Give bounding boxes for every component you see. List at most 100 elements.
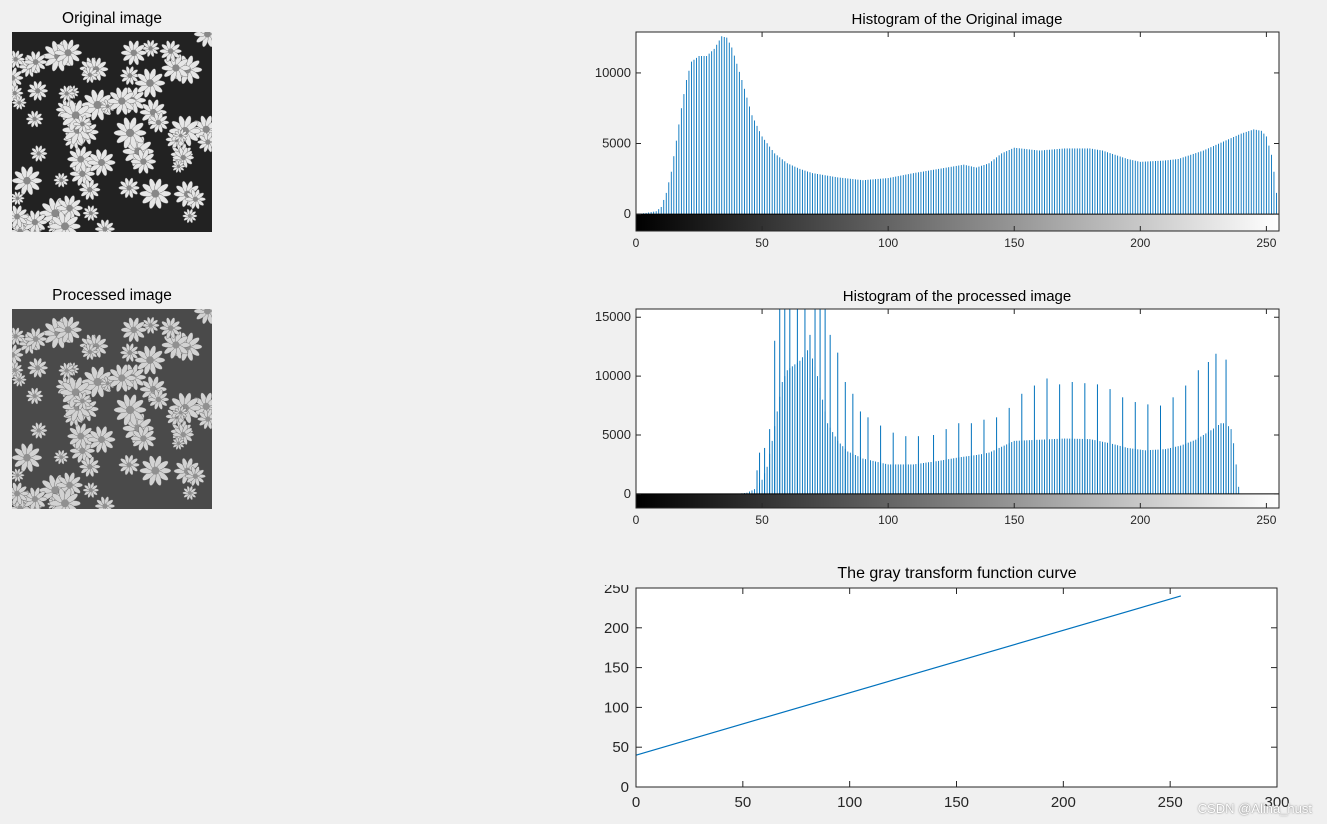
daisy-center [130,326,138,334]
daisy-center [97,159,106,167]
daisy-flower [172,147,195,168]
daisy-flower [82,205,99,221]
daisy-flower [30,145,48,162]
daisy-center [118,97,126,105]
daisy-center [31,219,39,226]
daisy-center [66,204,73,212]
plot-area [636,32,1279,231]
daisy-flower [182,485,198,501]
daisy-center [204,32,211,38]
daisy-flower [79,456,101,477]
daisy-center [148,323,153,328]
daisy-flower [147,389,170,410]
daisy-center [97,436,106,444]
daisy-center [151,466,160,475]
processed-image [12,309,212,509]
daisy-flower [120,66,140,85]
daisy-center [192,196,199,202]
x-tick-label: 300 [1264,794,1289,811]
daisy-flower [24,51,48,73]
daisy-center [140,158,147,165]
daisy-flower [139,455,172,486]
daisy-flower [56,195,83,221]
daisy-flower [118,177,140,199]
daisy-flower [193,32,212,48]
daisy-center [17,100,22,105]
daisy-center [61,222,69,231]
daisy-center [167,325,174,331]
daisy-flower [12,443,43,473]
daisy-flower [12,327,25,346]
daisy-center [155,396,162,403]
x-tick-label: 150 [1004,513,1024,527]
daisy-center [93,100,102,110]
daisy-center [36,428,41,433]
daisy-center [32,393,37,399]
watermark-text: CSDN @Alina_hust [1197,801,1312,816]
daisy-center [105,104,110,109]
y-tick-label: 150 [604,660,629,677]
daisy-center [105,381,110,386]
x-tick-label: 150 [944,794,969,811]
daisy-center [51,209,60,218]
daisy-center [12,352,16,358]
daisy-flower [107,364,137,392]
daisy-flower [173,405,188,420]
daisy-center [176,164,181,169]
daisy-flower [72,391,92,411]
daisy-flower [24,328,48,350]
daisy-flower [12,166,43,196]
daisy-flower [79,179,101,200]
daisy-center [146,356,154,364]
daisy-flower [120,317,147,343]
daisy-flower [113,394,147,426]
y-tick-label: 10000 [595,368,631,383]
daisy-flower [49,211,81,232]
daisy-flower [67,146,95,173]
daisy-flower [159,40,182,62]
hist-original-chart: 0 50 100 150 200 250 0 5000 10000 [595,31,1280,250]
x-tick-label: 100 [878,236,898,250]
daisy-flower [185,189,206,210]
x-tick-label: 50 [734,794,751,811]
daisy-center [205,416,211,422]
daisy-flower [94,219,115,232]
daisy-center [64,368,69,373]
daisy-flower [12,361,24,379]
daisy-center [126,462,132,468]
daisy-center [17,228,23,232]
axes-box [635,308,1280,509]
plot-area [636,588,1277,787]
daisy-center [172,341,180,349]
y-tick-label: 10000 [595,65,631,80]
daisy-center [23,453,31,462]
y-tick-label: 0 [621,779,629,796]
x-tick-label: 0 [633,236,640,250]
x-tick-label: 200 [1130,236,1150,250]
daisy-center [71,388,80,397]
daisy-center [202,125,210,134]
daisy-flower [72,114,92,134]
daisy-center [15,196,20,200]
daisy-flower [27,357,49,378]
y-tick-label: 200 [604,620,629,637]
daisy-center [87,349,93,354]
x-tick-label: 150 [1004,236,1024,250]
daisy-center [12,75,16,81]
daisy-center [23,176,31,185]
daisy-center [202,402,210,411]
daisy-center [87,463,93,470]
daisy-center [88,211,93,216]
daisy-center [93,377,102,387]
daisy-center [180,154,186,161]
daisy-center [13,56,18,62]
transform-curve-title: The gray transform function curve [837,565,1077,582]
daisy-center [64,91,69,96]
daisy-center [102,226,108,232]
hist-original-title: Histogram of the Original image [851,11,1063,28]
daisy-flower [185,466,206,487]
daisy-center [172,64,180,72]
original-image-title: Original image [62,10,162,27]
daisy-flower [82,482,99,498]
daisy-center [35,88,41,94]
